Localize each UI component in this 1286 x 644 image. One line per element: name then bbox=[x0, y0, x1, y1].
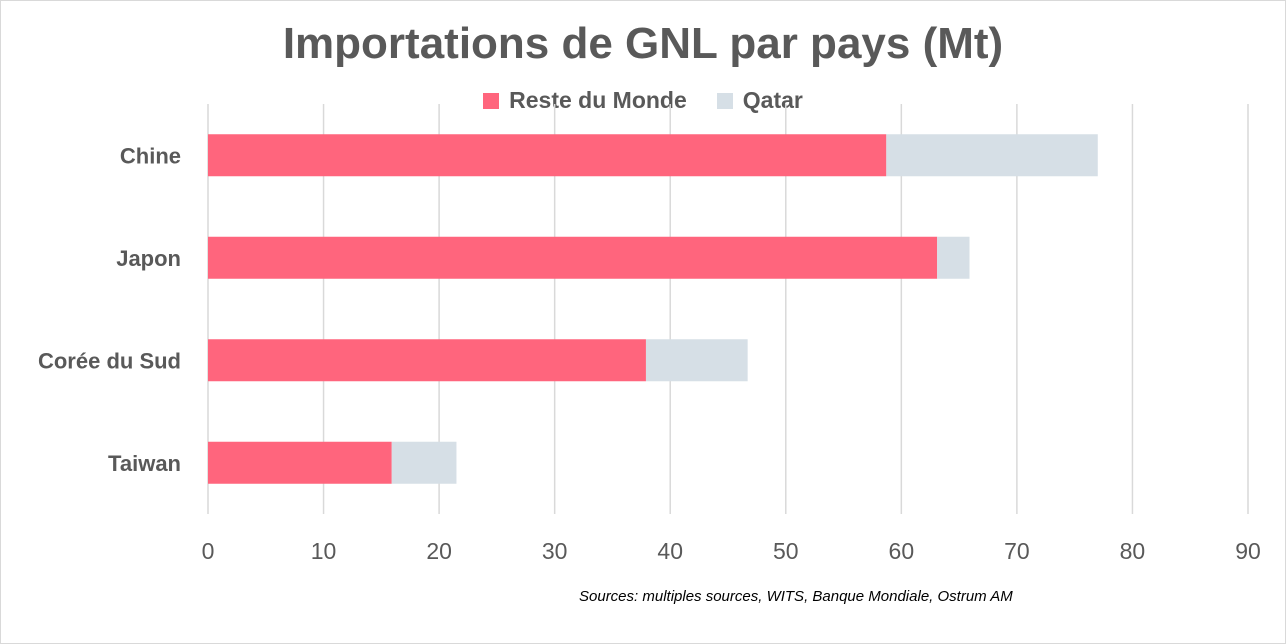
category-label-japon: Japon bbox=[116, 246, 181, 271]
bar-taiwan-qatar bbox=[391, 441, 457, 484]
legend-item-qatar: Qatar bbox=[716, 87, 803, 114]
category-label-taiwan: Taiwan bbox=[108, 451, 181, 476]
x-tick-label-90: 90 bbox=[1235, 538, 1261, 564]
legend-swatch-qatar bbox=[716, 92, 733, 109]
legend-label-qatar: Qatar bbox=[742, 87, 803, 113]
legend-swatch-reste bbox=[483, 92, 500, 109]
chart-title: Importations de GNL par pays (Mt) bbox=[282, 19, 1004, 68]
x-tick-label-10: 10 bbox=[311, 538, 337, 564]
x-tick-label-20: 20 bbox=[426, 538, 452, 564]
x-tick-label-50: 50 bbox=[773, 538, 799, 564]
x-tick-label-40: 40 bbox=[657, 538, 683, 564]
x-tick-label-60: 60 bbox=[889, 538, 915, 564]
x-tick-label-70: 70 bbox=[1004, 538, 1030, 564]
x-tick-label-80: 80 bbox=[1120, 538, 1146, 564]
legend-label-reste: Reste du Monde bbox=[509, 87, 687, 113]
x-tick-label-30: 30 bbox=[542, 538, 568, 564]
bar-chine-reste bbox=[208, 134, 887, 177]
category-label-chine: Chine bbox=[120, 143, 181, 168]
x-tick-label-0: 0 bbox=[202, 538, 215, 564]
legend-item-reste: Reste du Monde bbox=[483, 87, 687, 114]
bar-taiwan-reste bbox=[208, 441, 392, 484]
bar-japon-qatar bbox=[937, 236, 970, 279]
source-note: Sources: multiples sources, WITS, Banque… bbox=[579, 588, 1013, 605]
bar-cor-e-du-sud-reste bbox=[208, 339, 646, 382]
legend: Reste du Monde Qatar bbox=[1, 87, 1285, 114]
category-label-cor-e-du-sud: Corée du Sud bbox=[38, 348, 181, 373]
bar-japon-reste bbox=[208, 236, 938, 279]
bar-chine-qatar bbox=[886, 134, 1098, 177]
bar-cor-e-du-sud-qatar bbox=[645, 339, 748, 382]
